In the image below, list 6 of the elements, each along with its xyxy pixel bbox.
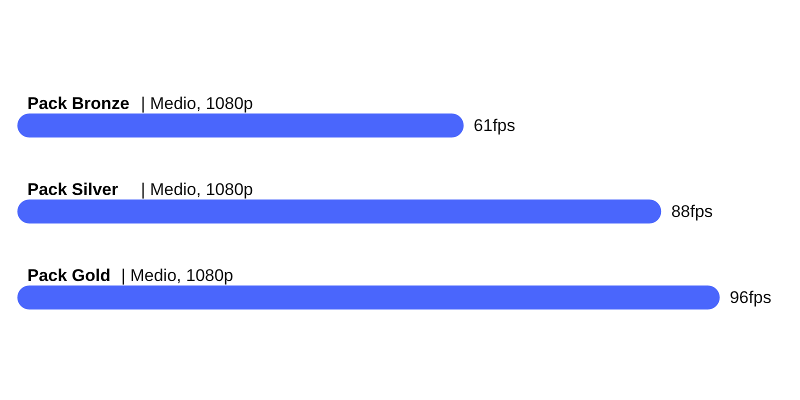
category-label: Pack Silver | Medio, 1080p bbox=[27, 180, 253, 199]
y-tick-label: Pack Bronze | Medio, 1080p bbox=[27, 94, 253, 113]
data-label: 96fps bbox=[730, 288, 772, 307]
data-label: 88fps bbox=[671, 202, 713, 221]
y-tick-label: Pack Gold | Medio, 1080p bbox=[27, 266, 234, 285]
data-label: 61fps bbox=[474, 116, 516, 135]
